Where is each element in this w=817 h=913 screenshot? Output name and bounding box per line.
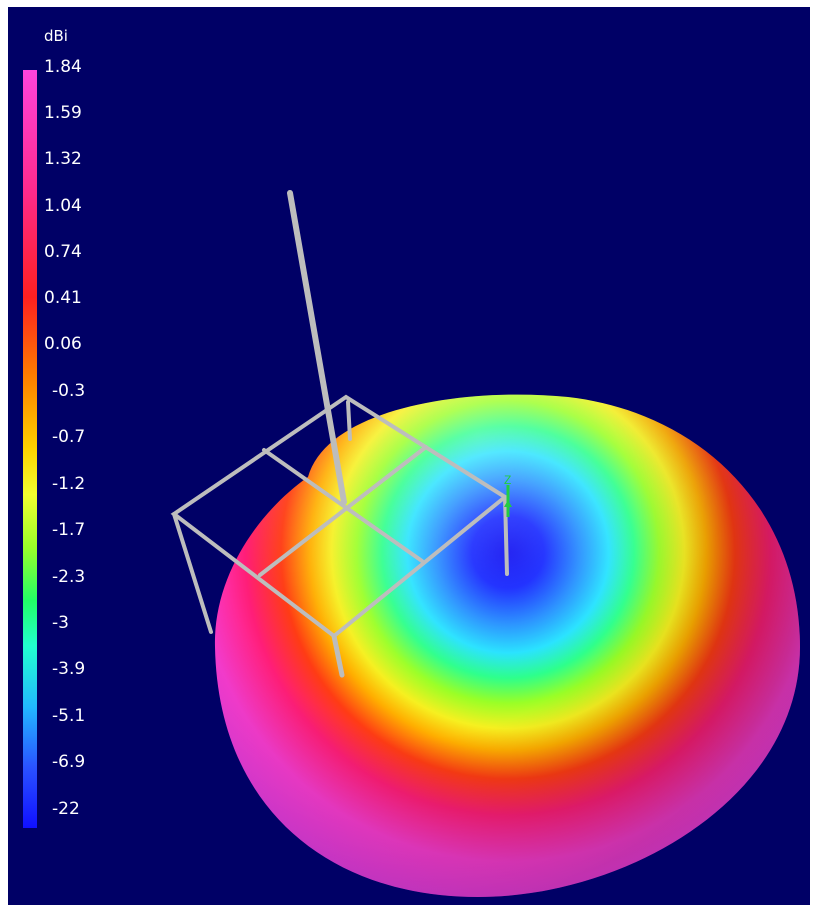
legend-tick: 0.74 [44,242,82,262]
legend-tick: -1.7 [52,520,86,540]
antenna-leg [331,633,345,678]
3d-viewport[interactable]: Z dBi 1.84 1.59 1.32 1.04 0.74 0.41 0.06… [8,7,810,905]
antenna-mast [287,190,347,505]
z-axis-indicator: Z [504,473,512,517]
antenna-leg [172,512,213,634]
radiation-pattern-lobe [214,394,800,897]
pattern-scene: Z [170,190,800,897]
antenna-cross-member [262,448,424,563]
legend-unit-label: dBi [44,27,68,45]
legend-tick: -22 [52,799,80,819]
legend-tick: -1.2 [52,474,86,494]
legend-tick: 1.04 [44,196,82,216]
legend-tick: 1.59 [44,103,82,123]
legend-tick: -5.1 [52,706,86,726]
legend-tick: -6.9 [52,752,86,772]
legend-tick: -3.9 [52,659,86,679]
legend-tick: -2.3 [52,567,86,587]
legend-color-bar [23,70,37,828]
legend-tick: 0.41 [44,288,82,308]
legend-tick: -3 [52,613,69,633]
legend-tick: 1.32 [44,149,82,169]
z-axis-arrow [504,500,512,507]
legend-tick: -0.7 [52,427,86,447]
legend-tick: -0.3 [52,381,86,401]
antenna-leg [503,495,509,576]
legend-tick: 1.84 [44,57,82,77]
legend-tick: 0.06 [44,334,82,354]
antenna-structure [170,190,509,678]
z-axis-label: Z [504,473,511,487]
antenna-cross-member [258,445,428,577]
antenna-leg [346,400,352,441]
